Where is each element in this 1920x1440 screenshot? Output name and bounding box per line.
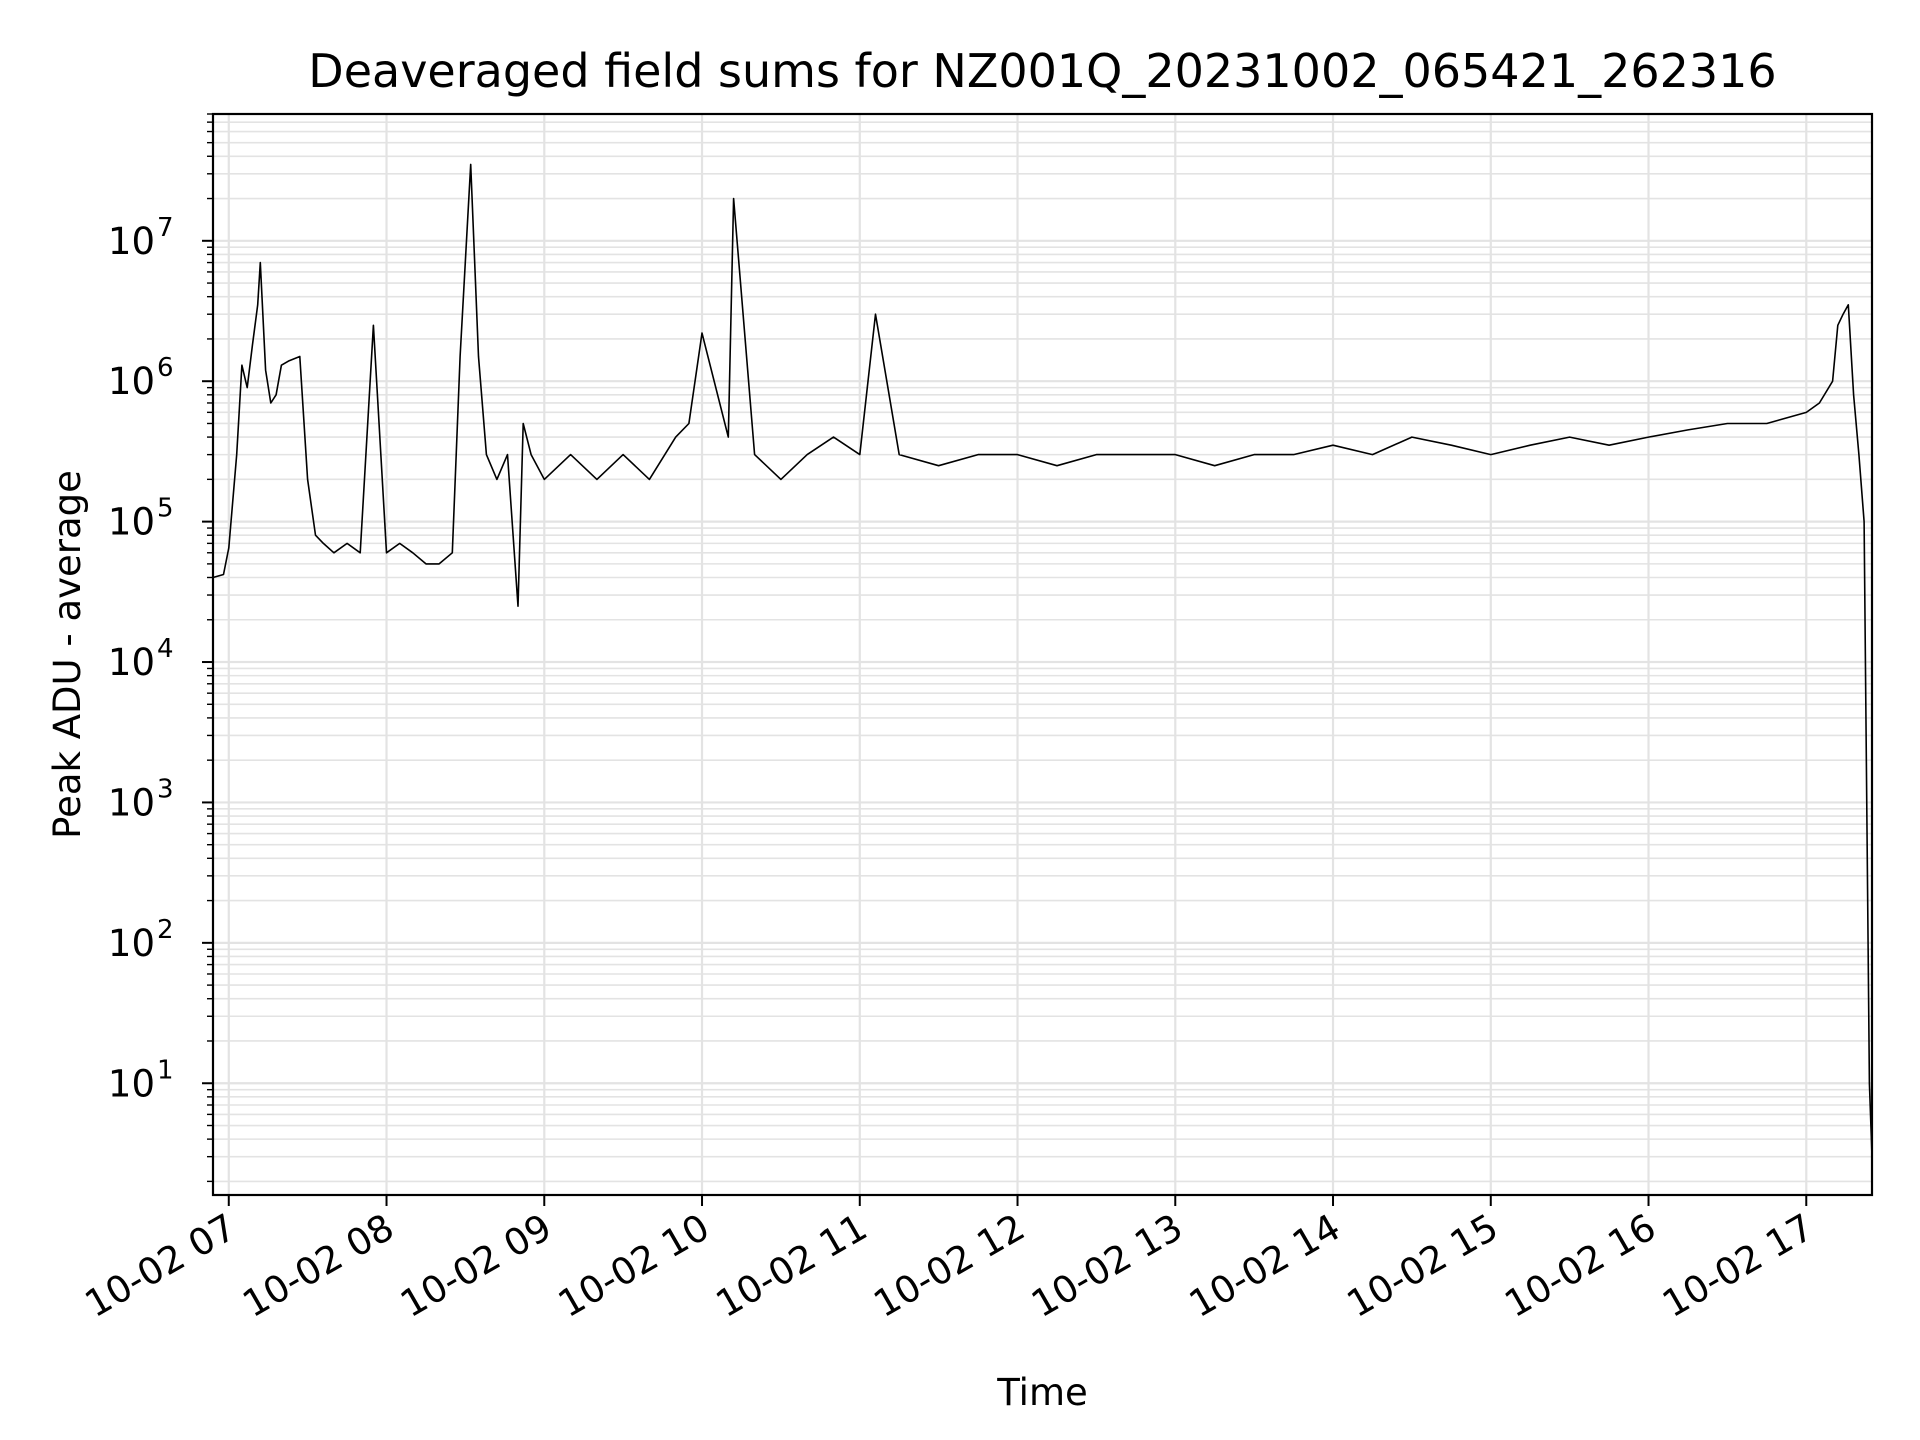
- series-layer: [212, 163, 1873, 1157]
- x-axis-label: Time: [996, 1371, 1088, 1414]
- y-tick-exponent: 4: [157, 634, 174, 664]
- y-tick-label: 10 7: [108, 213, 174, 263]
- y-tick-base: 10: [108, 501, 155, 544]
- y-tick-base: 10: [108, 220, 155, 263]
- y-tick-exponent: 6: [157, 353, 174, 383]
- y-tick-label: 10 6: [108, 353, 174, 403]
- y-tick-label: 10 4: [108, 634, 174, 684]
- series-line: [212, 163, 1873, 1157]
- plot-frame: [211, 112, 1874, 1197]
- y-tick-exponent: 5: [157, 494, 174, 524]
- y-tick-exponent: 2: [157, 915, 174, 945]
- y-tick-exponent: 3: [157, 774, 174, 804]
- y-tick-label: 10 3: [108, 774, 174, 824]
- y-tick-exponent: 7: [157, 213, 174, 243]
- chart-title: Deaveraged field sums for NZ001Q_2023100…: [308, 44, 1776, 98]
- y-tick-label: 10 5: [108, 494, 174, 544]
- y-tick-base: 10: [108, 641, 155, 684]
- grid: [213, 113, 1872, 1195]
- y-tick-base: 10: [108, 922, 155, 965]
- y-axis-label: Peak ADU - average: [46, 470, 89, 839]
- y-tick-label: 10 2: [108, 915, 174, 965]
- y-tick-base: 10: [108, 1062, 155, 1105]
- y-tick-base: 10: [108, 781, 155, 824]
- y-tick-exponent: 1: [157, 1055, 174, 1085]
- y-tick-base: 10: [108, 360, 155, 403]
- y-tick-label: 10 1: [108, 1055, 174, 1105]
